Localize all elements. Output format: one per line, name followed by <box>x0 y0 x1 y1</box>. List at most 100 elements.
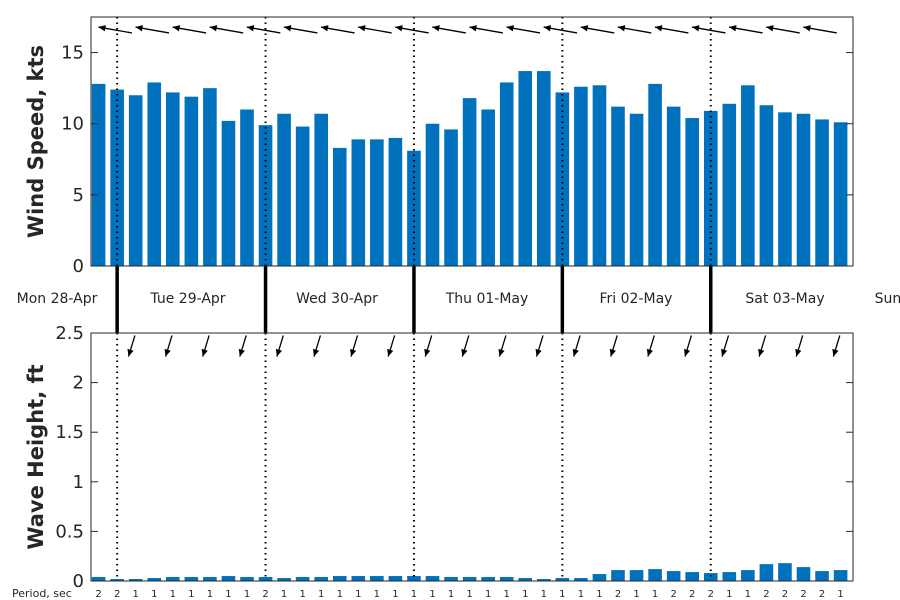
wave-bar <box>240 577 254 581</box>
wave-bar <box>407 576 421 581</box>
wind-bar <box>407 150 421 266</box>
wind-bar <box>499 82 514 266</box>
period-value: 1 <box>337 589 343 600</box>
wind-bar <box>277 113 291 266</box>
wind-arrow-icon <box>209 25 244 34</box>
wind-bar <box>221 120 236 267</box>
wind-y-tick-label: 10 <box>61 114 84 135</box>
wave-bar <box>833 570 848 581</box>
wave-arrow-icon <box>572 335 581 357</box>
wind-bar <box>203 88 217 267</box>
period-value: 2 <box>800 589 806 600</box>
wind-arrow-icon <box>135 25 170 34</box>
wave-height-bars <box>91 563 848 581</box>
wave-arrow-icon <box>721 335 730 357</box>
period-value: 1 <box>559 589 565 600</box>
wave-bar <box>629 570 644 581</box>
wind-arrow-icon <box>395 25 429 34</box>
wave-bar <box>555 578 570 581</box>
wave-arrow-icon <box>461 335 470 357</box>
wave-bar <box>277 578 291 581</box>
period-value: 1 <box>596 589 602 600</box>
wind-bar <box>574 86 588 266</box>
day-separator-lines <box>115 17 713 581</box>
wave-bar <box>184 577 199 581</box>
period-value: 2 <box>782 589 788 600</box>
day-label: Tue 29-Apr <box>149 291 225 307</box>
wave-arrow-icon <box>387 335 396 357</box>
wave-bar <box>499 577 514 581</box>
wave-arrow-icon <box>164 335 173 357</box>
wave-arrow-icon <box>424 335 433 357</box>
period-value: 2 <box>95 589 101 600</box>
period-value: 1 <box>299 589 305 600</box>
period-value: 1 <box>745 589 751 600</box>
wave-bar <box>295 577 310 581</box>
axis-ticks <box>91 52 853 582</box>
wave-y-tick-label: 2 <box>73 373 84 394</box>
wind-bar <box>815 119 829 267</box>
wave-bar <box>722 572 737 581</box>
wind-bar <box>258 125 273 266</box>
wave-bar <box>592 574 607 581</box>
period-value: 2 <box>708 589 714 600</box>
wind-bar <box>741 85 755 266</box>
wind-speed-bars <box>91 71 848 267</box>
period-value: 1 <box>374 589 380 600</box>
wave-arrow-icon <box>758 335 767 357</box>
wind-bar <box>295 126 310 266</box>
period-value: 1 <box>318 589 324 600</box>
wave-bar <box>147 578 162 581</box>
wind-y-axis-label: Wind Speed, kts <box>24 45 48 238</box>
wave-bar <box>444 577 458 581</box>
period-value: 1 <box>170 589 176 600</box>
wave-bar <box>221 576 236 581</box>
wind-bar <box>629 113 644 266</box>
wave-bar <box>796 567 811 581</box>
wind-bar <box>370 139 384 266</box>
period-value: 1 <box>429 589 435 600</box>
wind-arrow-icon <box>691 25 726 34</box>
period-value: 1 <box>578 589 584 600</box>
wind-arrow-icon <box>654 25 689 34</box>
wind-y-tick-label: 0 <box>73 256 84 277</box>
period-value: 1 <box>151 589 157 600</box>
wave-arrow-icon <box>832 335 841 357</box>
period-value: 1 <box>726 589 732 600</box>
wave-arrow-icon <box>795 335 804 357</box>
wind-bar <box>91 83 106 266</box>
period-value: 2 <box>262 589 268 600</box>
wind-bar <box>351 139 366 266</box>
wave-arrow-icon <box>535 335 544 357</box>
wave-y-tick-label: 2.5 <box>55 323 84 344</box>
wave-arrow-icon <box>201 335 210 357</box>
wave-bar <box>110 579 124 581</box>
wave-y-tick-label: 1 <box>73 472 84 493</box>
wave-y-tick-label: 0.5 <box>55 521 84 542</box>
wind-arrow-icon <box>543 25 578 34</box>
wave-bar <box>481 577 495 581</box>
wave-bar <box>648 569 662 581</box>
period-value: 1 <box>411 589 417 600</box>
wind-arrow-icon <box>506 25 541 34</box>
wind-bar <box>166 92 180 266</box>
wind-bar <box>722 103 737 267</box>
wave-bar <box>258 577 273 581</box>
day-label: Fri 02-May <box>600 291 673 307</box>
period-value: 1 <box>837 589 843 600</box>
wave-arrow-icon <box>498 335 507 357</box>
wave-bar <box>703 573 718 581</box>
wind-y-tick-label: 5 <box>73 185 84 206</box>
direction-arrows <box>98 25 841 357</box>
wind-bar <box>796 113 811 266</box>
wave-y-tick-label: 1.5 <box>55 422 84 443</box>
wave-bar <box>314 577 328 581</box>
wind-arrow-icon <box>728 25 763 34</box>
wind-bar <box>481 109 495 266</box>
period-value: 2 <box>763 589 769 600</box>
wind-bar <box>648 83 662 266</box>
wave-arrow-icon <box>646 335 655 357</box>
period-value: 2 <box>819 589 825 600</box>
period-value: 2 <box>670 589 676 600</box>
